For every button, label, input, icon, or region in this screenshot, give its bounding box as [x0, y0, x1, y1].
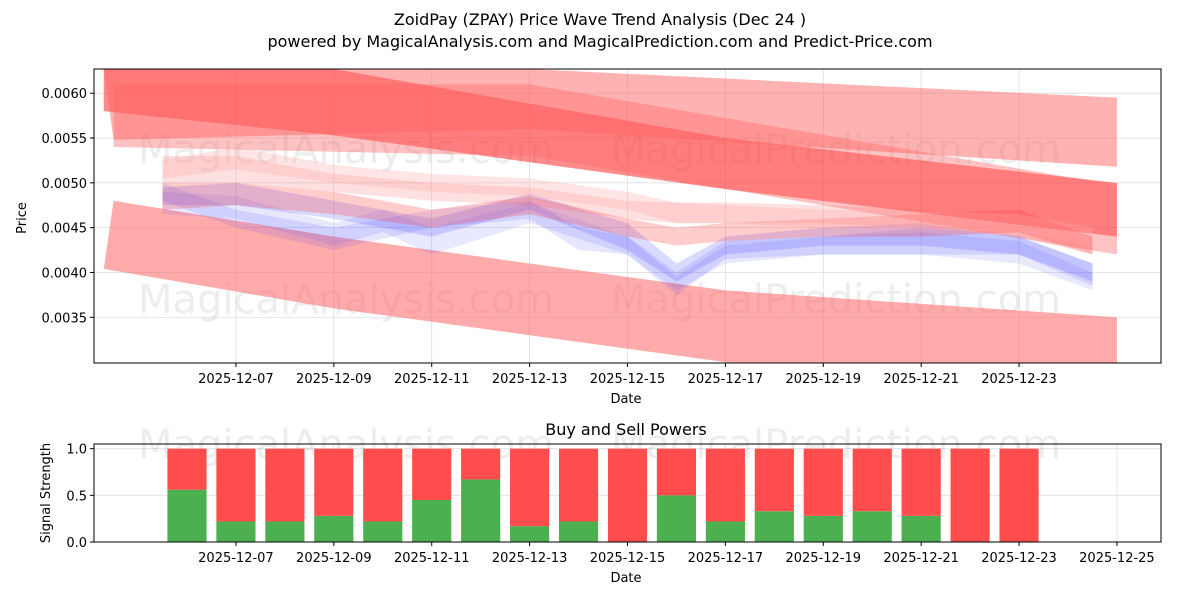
y-tick-label: 0.0045	[42, 222, 88, 237]
buy-bar	[852, 511, 892, 542]
price-waves	[162, 146, 1093, 295]
upper-band-3	[113, 84, 1117, 255]
x-tick-label: 2025-12-15	[590, 551, 666, 566]
sell-bar	[265, 448, 305, 522]
sell-bar	[705, 448, 745, 522]
x-tick-label: 2025-12-07	[198, 551, 274, 566]
x-tick-label: 2025-12-11	[394, 551, 470, 566]
x-tick-label: 2025-12-17	[688, 372, 764, 387]
buy-bar	[167, 489, 207, 542]
buy-bar	[754, 511, 794, 542]
sell-bar	[167, 448, 207, 490]
sell-bar	[803, 448, 843, 516]
x-tick-label: 2025-12-09	[296, 551, 372, 566]
price-x-ticks: 2025-12-07 2025-12-09 2025-12-11 2025-12-13…	[198, 363, 1057, 387]
buy-sell-x-axis-label: Date	[610, 571, 641, 586]
buy-bar	[363, 521, 403, 542]
x-tick-label: 2025-12-19	[785, 372, 861, 387]
sell-bar	[656, 448, 697, 496]
sell-bar	[852, 448, 892, 512]
sell-bar	[999, 448, 1039, 542]
price-y-axis-label: Price	[15, 202, 30, 234]
sell-bar	[558, 448, 599, 522]
x-tick-label: 2025-12-11	[394, 372, 470, 387]
sell-bar	[412, 448, 452, 500]
x-tick-label: 2025-12-09	[296, 372, 372, 387]
buy-sell-x-ticks: 2025-12-07 2025-12-09 2025-12-11 2025-12-13…	[198, 542, 1155, 566]
y-tick-label: 0.0	[66, 536, 87, 551]
blue-wave-1	[162, 182, 1093, 282]
x-tick-label: 2025-12-23	[981, 551, 1057, 566]
sell-bar	[607, 448, 648, 542]
x-tick-label: 2025-12-07	[198, 372, 274, 387]
buy-bar	[412, 500, 452, 542]
buy-bar	[901, 515, 941, 542]
price-y-ticks: 0.0035 0.0040 0.0045 0.0050 0.0055 0.0060	[42, 87, 94, 326]
y-tick-label: 0.0055	[42, 132, 88, 147]
price-bands	[103, 69, 1117, 363]
y-tick-label: 0.0060	[42, 87, 88, 102]
y-tick-label: 0.0040	[42, 266, 88, 281]
sell-bar	[314, 448, 354, 516]
price-wave-chart: MagicalAnalysis.com MagicalPrediction.co…	[15, 68, 1162, 407]
y-tick-label: 0.5	[66, 489, 87, 504]
blue-wave-3	[162, 182, 1093, 295]
price-x-axis-label: Date	[610, 392, 641, 407]
buy-sell-y-ticks: 0.0 0.5 1.0	[66, 443, 94, 551]
buy-bar	[558, 521, 599, 542]
x-tick-label: 2025-12-13	[492, 551, 568, 566]
x-tick-label: 2025-12-21	[883, 372, 959, 387]
sell-bar	[216, 448, 256, 522]
buy-sell-bars	[167, 448, 1039, 542]
sell-bar	[950, 448, 990, 542]
sell-bar	[510, 448, 550, 527]
x-tick-label: 2025-12-13	[492, 372, 568, 387]
buy-bar	[265, 521, 305, 542]
chart-subtitle: powered by MagicalAnalysis.com and Magic…	[267, 32, 932, 51]
buy-bar	[216, 521, 256, 542]
red-wave-1	[162, 182, 1093, 255]
buy-sell-chart: Buy and Sell Powers MagicalAnalysis.com …	[39, 420, 1162, 586]
buy-sell-y-axis-label: Signal Strength	[39, 443, 54, 543]
y-tick-label: 0.0035	[42, 311, 88, 326]
blue-wave-2	[162, 191, 1093, 291]
sell-bar	[461, 448, 501, 480]
chart-title: ZoidPay (ZPAY) Price Wave Trend Analysis…	[394, 10, 806, 29]
sell-bar	[901, 448, 941, 516]
buy-sell-title: Buy and Sell Powers	[545, 420, 707, 439]
red-wave-3	[162, 146, 1093, 246]
sell-bar	[363, 448, 403, 522]
x-tick-label: 2025-12-21	[883, 551, 959, 566]
x-tick-label: 2025-12-25	[1079, 551, 1155, 566]
x-tick-label: 2025-12-15	[590, 372, 666, 387]
y-tick-label: 1.0	[66, 443, 87, 458]
x-tick-label: 2025-12-19	[785, 551, 861, 566]
buy-bar	[314, 515, 354, 542]
lower-band	[103, 200, 1117, 363]
buy-bar	[656, 495, 697, 542]
upper-band-2	[103, 69, 1117, 167]
buy-bar	[510, 526, 550, 542]
buy-bar	[461, 479, 501, 542]
x-tick-label: 2025-12-23	[981, 372, 1057, 387]
y-tick-label: 0.0050	[42, 177, 88, 192]
x-tick-label: 2025-12-17	[688, 551, 764, 566]
buy-bar	[803, 515, 843, 542]
buy-bar	[705, 521, 745, 542]
sell-bar	[754, 448, 794, 512]
red-wave-2	[162, 155, 1093, 255]
